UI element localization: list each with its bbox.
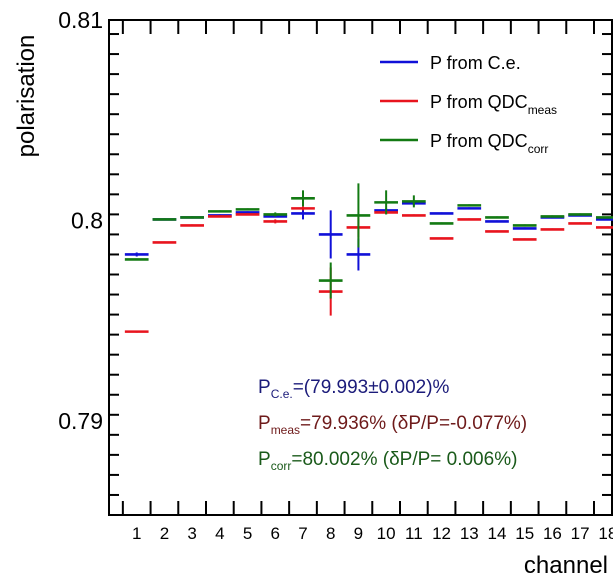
x-tick-label: 17	[571, 524, 590, 543]
annotation-symbol: P	[258, 413, 271, 434]
x-tick-label: 14	[488, 524, 507, 543]
annotation-value: =(79.993±0.002)%	[293, 377, 450, 398]
annotation-symbol: P	[258, 449, 271, 470]
annotation-subscript: C.e.	[271, 387, 293, 401]
x-tick-label: 16	[543, 524, 562, 543]
x-tick-label: 13	[460, 524, 479, 543]
x-tick-label: 9	[354, 524, 363, 543]
y-tick-label: 0.81	[58, 7, 103, 33]
annotation-line: Pmeas=79.936% (δP/P=-0.077%)	[258, 413, 527, 437]
x-tick-label: 4	[215, 524, 224, 543]
annotation-line: PC.e.=(79.993±0.002)%	[258, 377, 450, 401]
annotation-value: =80.002% (δP/P= 0.006%)	[291, 449, 517, 470]
x-tick-label: 5	[243, 524, 252, 543]
y-tick-label: 0.8	[71, 207, 103, 233]
annotation-symbol: P	[258, 377, 271, 398]
annotation-subscript: corr	[271, 459, 292, 473]
stats-annotations: PC.e.=(79.993±0.002)%Pmeas=79.936% (δP/P…	[258, 377, 527, 473]
y-tick-label: 0.79	[58, 408, 103, 434]
x-tick-label: 10	[377, 524, 396, 543]
legend-label-text: P from C.e.	[430, 53, 521, 73]
plot-frame	[108, 19, 613, 516]
x-axis-label: channel	[524, 552, 608, 579]
x-tick-label: 8	[326, 524, 335, 543]
legend-label: P from QDCcorr	[430, 131, 548, 156]
legend-label-subscript: corr	[528, 142, 549, 156]
x-axis-ticks: 1 2 3 4 5 6 7 8 9 10 11 12 13 14 15 16 17 18	[121, 20, 613, 543]
x-tick-label: 6	[271, 524, 280, 543]
x-tick-label: 15	[515, 524, 534, 543]
legend-label: P from C.e.	[430, 53, 521, 73]
annotation-line: Pcorr=80.002% (δP/P= 0.006%)	[258, 449, 517, 473]
x-tick-label: 3	[187, 524, 196, 543]
annotation-subscript: meas	[271, 423, 300, 437]
x-tick-label: 7	[298, 524, 307, 543]
y-axis-ticks: 0.79 0.8 0.81	[58, 7, 612, 516]
x-tick-label: 1	[132, 524, 141, 543]
data-series	[124, 183, 613, 333]
x-tick-label: 11	[405, 524, 423, 543]
legend-label-text: P from QDC	[430, 131, 528, 151]
y-axis-label: polarisation	[13, 35, 40, 158]
annotation-value: =79.936% (δP/P=-0.077%)	[300, 413, 527, 434]
x-tick-label: 2	[160, 524, 169, 543]
legend-label: P from QDCmeas	[430, 92, 557, 117]
legend-label-subscript: meas	[528, 103, 557, 117]
x-tick-label: 18	[598, 524, 613, 543]
x-tick-label: 12	[432, 524, 451, 543]
legend-label-text: P from QDC	[430, 92, 528, 112]
